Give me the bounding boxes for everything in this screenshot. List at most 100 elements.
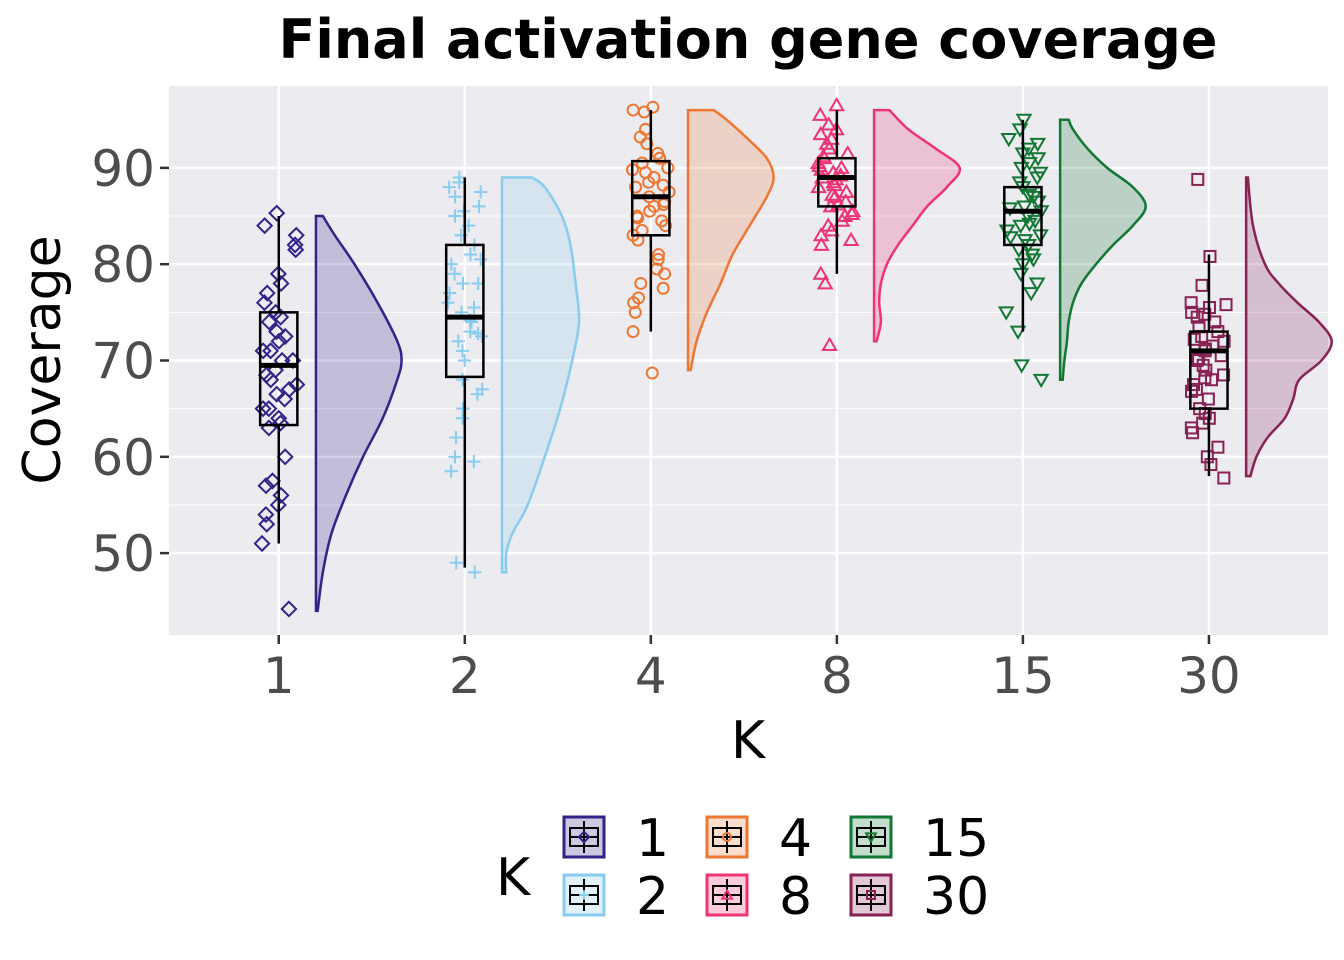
data-point-15 xyxy=(1028,171,1046,186)
data-point-4 xyxy=(642,175,656,189)
x-tick-label: 2 xyxy=(449,647,481,705)
x-tick-label: 8 xyxy=(821,647,853,705)
data-point-4 xyxy=(629,180,643,194)
data-point-8 xyxy=(813,236,830,251)
legend-item-1: 1 xyxy=(562,809,669,869)
data-point-15 xyxy=(1016,200,1033,215)
data-point-4 xyxy=(651,252,665,266)
data-point-1 xyxy=(254,400,272,418)
data-point-2 xyxy=(451,334,465,348)
data-point-4 xyxy=(633,130,647,144)
data-point-2 xyxy=(448,450,462,464)
density-cloud-15 xyxy=(1058,118,1147,382)
data-point-30 xyxy=(1198,307,1212,321)
data-point-30 xyxy=(1217,368,1231,382)
data-point-4 xyxy=(658,267,672,281)
data-point-2 xyxy=(444,464,458,478)
data-point-4 xyxy=(627,296,641,310)
x-tick-label: 1 xyxy=(263,647,295,705)
box-plot-4 xyxy=(630,110,671,332)
box-plot-8 xyxy=(817,110,857,274)
data-point-8 xyxy=(842,231,860,247)
data-point-2 xyxy=(463,325,477,339)
data-point-8 xyxy=(820,140,838,155)
data-point-15 xyxy=(1026,214,1044,230)
data-point-15 xyxy=(1032,373,1050,389)
data-point-15 xyxy=(1009,325,1027,340)
data-point-2 xyxy=(456,276,470,291)
box-iqr xyxy=(258,311,299,427)
data-point-4 xyxy=(634,276,648,290)
box-iqr xyxy=(1003,185,1043,247)
data-point-1 xyxy=(280,600,298,618)
data-point-15 xyxy=(1021,217,1038,233)
data-point-2 xyxy=(449,556,463,570)
data-point-8 xyxy=(833,159,850,174)
data-point-30 xyxy=(1204,373,1218,387)
data-point-1 xyxy=(257,477,275,495)
data-point-2 xyxy=(474,252,488,266)
data-point-4 xyxy=(628,305,642,319)
x-axis: 1 2 4 8 15 30 xyxy=(263,635,1241,705)
data-point-1 xyxy=(254,342,272,360)
data-point-2 xyxy=(455,344,470,358)
y-axis: 50 60 70 80 90 xyxy=(91,140,169,583)
legend-key-marker xyxy=(864,832,878,844)
data-point-1 xyxy=(287,241,305,259)
legend-label: 8 xyxy=(779,867,812,927)
legend-key-marker xyxy=(866,890,876,900)
data-point-1 xyxy=(260,313,278,331)
data-point-15 xyxy=(1020,188,1038,204)
box-iqr xyxy=(817,156,857,208)
data-point-8 xyxy=(826,176,843,192)
data-point-8 xyxy=(823,186,841,201)
data-point-1 xyxy=(258,284,276,302)
data-point-2 xyxy=(455,373,470,387)
data-point-1 xyxy=(276,390,294,408)
data-point-1 xyxy=(272,274,290,293)
legend-key-marker xyxy=(577,830,591,844)
data-point-1 xyxy=(271,414,290,432)
data-point-1 xyxy=(256,217,274,235)
box-plot-1 xyxy=(258,216,299,544)
data-point-1 xyxy=(262,342,280,360)
data-point-30 xyxy=(1200,450,1214,464)
data-point-8 xyxy=(812,265,830,280)
data-point-2 xyxy=(467,455,481,469)
x-axis-label: K xyxy=(731,711,767,771)
data-point-2 xyxy=(467,300,481,315)
data-point-30 xyxy=(1187,332,1201,346)
data-point-1 xyxy=(257,506,275,524)
data-point-8 xyxy=(811,106,829,121)
data-point-15 xyxy=(1013,359,1031,374)
data-point-30 xyxy=(1211,440,1225,454)
legend-label: 1 xyxy=(636,809,669,869)
legend-item-8: 8 xyxy=(705,867,812,927)
y-tick-label: 70 xyxy=(91,333,155,391)
data-point-2 xyxy=(448,190,462,204)
data-point-15 xyxy=(1015,113,1033,129)
data-point-30 xyxy=(1201,392,1215,406)
data-point-30 xyxy=(1191,172,1205,186)
data-point-1 xyxy=(276,448,294,466)
chart-title: Final activation gene coverage xyxy=(278,8,1217,71)
data-point-30 xyxy=(1204,458,1218,472)
data-point-15 xyxy=(1002,231,1019,246)
data-point-4 xyxy=(659,219,673,233)
data-point-1 xyxy=(262,371,280,389)
data-point-4 xyxy=(626,325,640,339)
data-point-1 xyxy=(268,323,286,341)
data-point-1 xyxy=(260,400,278,418)
data-point-1 xyxy=(272,308,290,326)
data-point-2 xyxy=(441,296,455,310)
data-point-15 xyxy=(1022,287,1040,302)
data-point-8 xyxy=(823,222,840,237)
data-point-2 xyxy=(442,180,456,194)
data-point-4 xyxy=(640,137,654,151)
data-point-2 xyxy=(463,247,478,262)
data-point-30 xyxy=(1198,371,1212,385)
data-point-2 xyxy=(449,430,463,445)
legend-label: 30 xyxy=(923,867,989,927)
data-point-1 xyxy=(263,472,282,490)
